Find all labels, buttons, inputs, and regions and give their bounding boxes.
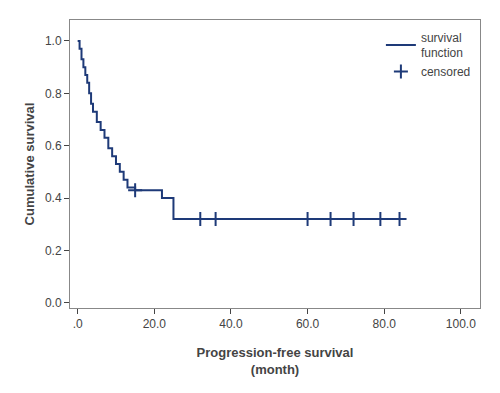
svg-text:censored: censored [421, 65, 470, 79]
svg-text:0.6: 0.6 [45, 139, 62, 153]
svg-text:Cumulative survival: Cumulative survival [22, 103, 37, 226]
svg-text:1.0: 1.0 [45, 34, 62, 48]
svg-text:0.4: 0.4 [45, 191, 62, 205]
svg-text:0.2: 0.2 [45, 244, 62, 258]
svg-text:survivalfunction: survivalfunction [421, 31, 463, 61]
svg-text:100.0: 100.0 [446, 317, 476, 331]
svg-text:80.0: 80.0 [373, 317, 397, 331]
svg-text:40.0: 40.0 [219, 317, 243, 331]
svg-text:0.0: 0.0 [45, 296, 62, 310]
svg-text:Progression-free survival(mont: Progression-free survival(month) [197, 345, 354, 377]
svg-text:20.0: 20.0 [143, 317, 167, 331]
svg-text:.0: .0 [73, 317, 83, 331]
svg-text:0.8: 0.8 [45, 87, 62, 101]
svg-text:60.0: 60.0 [296, 317, 320, 331]
